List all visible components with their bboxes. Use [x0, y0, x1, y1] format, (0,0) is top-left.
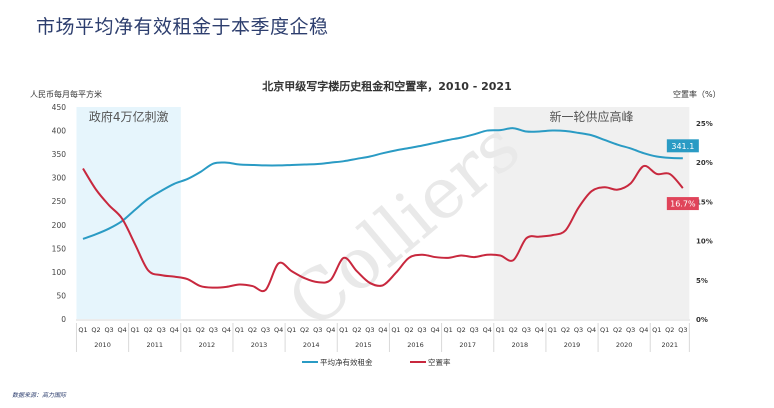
- quarter-tick: Q3: [261, 326, 270, 334]
- quarter-tick: Q4: [274, 326, 283, 334]
- annotation-band: [493, 107, 690, 319]
- quarter-tick: Q2: [91, 326, 100, 334]
- quarter-tick: Q4: [535, 326, 544, 334]
- year-label: 2013: [251, 341, 268, 349]
- quarter-tick: Q2: [352, 326, 361, 334]
- quarter-tick: Q4: [222, 326, 231, 334]
- quarter-tick: Q1: [548, 326, 557, 334]
- left-axis-tick: 100: [52, 268, 67, 277]
- quarter-tick: Q1: [183, 326, 192, 334]
- year-label: 2019: [564, 341, 581, 349]
- quarter-tick: Q3: [365, 326, 374, 334]
- quarter-tick: Q4: [639, 326, 648, 334]
- quarter-tick: Q1: [443, 326, 452, 334]
- quarter-tick: Q2: [248, 326, 257, 334]
- quarter-tick: Q2: [196, 326, 205, 334]
- quarter-tick: Q1: [391, 326, 400, 334]
- quarter-tick: Q2: [509, 326, 518, 334]
- quarter-tick: Q3: [157, 326, 166, 334]
- right-axis-tick: 5%: [696, 277, 708, 285]
- right-axis-title: 空置率（%）: [673, 90, 721, 99]
- right-axis-tick: 15%: [696, 198, 713, 206]
- annotation-band: [76, 107, 181, 319]
- quarter-tick: Q4: [378, 326, 387, 334]
- left-axis-tick: 200: [52, 221, 67, 230]
- annotation-label: 新一轮供应高峰: [550, 109, 634, 124]
- quarter-tick: Q3: [626, 326, 635, 334]
- legend-vacancy-label: 空置率: [428, 357, 451, 367]
- year-label: 2018: [512, 341, 529, 349]
- quarter-tick: Q1: [339, 326, 348, 334]
- left-axis-tick: 0: [61, 315, 66, 324]
- quarter-tick: Q3: [209, 326, 218, 334]
- quarter-tick: Q4: [587, 326, 596, 334]
- quarter-tick: Q4: [430, 326, 439, 334]
- quarter-tick: Q4: [170, 326, 179, 334]
- quarter-tick: Q2: [144, 326, 153, 334]
- year-label: 2010: [94, 341, 111, 349]
- quarter-tick: Q4: [326, 326, 335, 334]
- left-axis-tick: 400: [52, 127, 67, 136]
- vacancy-end-label-box: [666, 197, 699, 211]
- quarter-tick: Q1: [652, 326, 661, 334]
- data-source-note: 数据来源：高力国际: [12, 392, 67, 399]
- legend-rent-label: 平均净有效租金: [320, 357, 373, 367]
- quarter-tick: Q4: [483, 326, 492, 334]
- quarter-tick: Q1: [600, 326, 609, 334]
- quarter-tick: Q1: [235, 326, 244, 334]
- quarter-tick: Q2: [404, 326, 413, 334]
- year-label: 2015: [355, 341, 372, 349]
- quarter-tick: Q3: [417, 326, 426, 334]
- quarter-tick: Q3: [470, 326, 479, 334]
- rent-end-label-box: [666, 139, 699, 153]
- left-axis-tick: 300: [52, 174, 67, 183]
- year-label: 2014: [303, 341, 320, 349]
- quarter-tick: Q2: [665, 326, 674, 334]
- year-label: 2016: [407, 341, 424, 349]
- quarter-tick: Q1: [131, 326, 140, 334]
- page-title: 市场平均净有效租金于本季度企稳: [36, 16, 329, 38]
- quarter-tick: Q3: [104, 326, 113, 334]
- right-axis-tick: 10%: [696, 238, 713, 246]
- annotation-label: 政府4万亿刺激: [89, 109, 169, 124]
- year-label: 2011: [146, 341, 163, 349]
- quarter-tick: Q3: [313, 326, 322, 334]
- quarter-tick: Q3: [522, 326, 531, 334]
- quarter-tick: Q1: [287, 326, 296, 334]
- quarter-tick: Q2: [561, 326, 570, 334]
- left-axis-tick: 250: [52, 197, 67, 206]
- left-axis-tick: 50: [56, 291, 66, 300]
- quarter-tick: Q2: [300, 326, 309, 334]
- quarter-tick: Q2: [613, 326, 622, 334]
- right-axis-tick: 25%: [696, 120, 713, 128]
- quarter-tick: Q1: [496, 326, 505, 334]
- right-axis-tick: 20%: [696, 159, 713, 167]
- vacancy-end-label: 16.7%: [670, 200, 696, 209]
- year-label: 2012: [199, 341, 216, 349]
- left-axis-title: 人民币每月每平方米: [30, 90, 102, 99]
- rent-end-label: 341.1: [671, 142, 694, 151]
- left-axis-tick: 150: [52, 244, 67, 253]
- quarter-tick: Q3: [574, 326, 583, 334]
- year-label: 2021: [662, 341, 679, 349]
- rent-line: [82, 127, 683, 240]
- quarter-tick: Q1: [78, 326, 87, 334]
- left-axis-tick: 350: [52, 150, 67, 159]
- year-label: 2020: [616, 341, 633, 349]
- right-axis-tick: 0%: [696, 316, 708, 324]
- quarter-tick: Q2: [457, 326, 466, 334]
- year-label: 2017: [459, 341, 476, 349]
- left-axis-tick: 450: [52, 103, 67, 112]
- vacancy-line: [82, 164, 684, 293]
- quarter-tick: Q3: [678, 326, 687, 334]
- quarter-tick: Q4: [117, 326, 126, 334]
- chart-title: 北京甲级写字楼历史租金和空置率，2010 - 2021: [262, 80, 512, 93]
